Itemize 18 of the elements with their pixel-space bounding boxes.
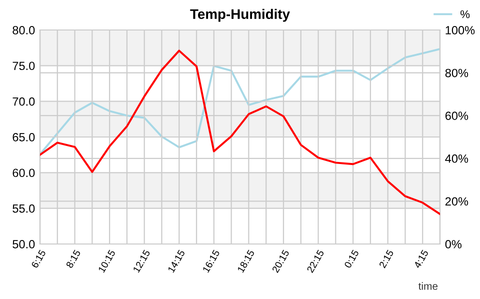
y-tick-label: 80.0 — [12, 26, 35, 34]
y-tick-label: 65.0 — [12, 133, 35, 142]
y-tick-label: 50.0 — [12, 240, 35, 248]
y2-tick-label: 20% — [445, 197, 468, 206]
y2-tick-label: 40% — [445, 154, 468, 163]
line-series — [40, 48, 440, 156]
y-tick-label: 70.0 — [12, 97, 35, 106]
y2-tick-label: 60% — [445, 112, 468, 120]
y2-tick-label: 80% — [445, 68, 468, 78]
y-tick-label: 60.0 — [12, 168, 35, 178]
legend-label: % — [460, 10, 470, 18]
y-tick-label: 75.0 — [12, 62, 35, 70]
y2-tick-label: 0% — [445, 240, 462, 248]
line-series — [40, 50, 440, 216]
chart-title: Temp-Humidity — [190, 8, 290, 22]
y-tick-label: 55.0 — [12, 204, 35, 213]
y2-tick-label: 100% — [446, 26, 475, 34]
x-axis-title: time — [418, 282, 438, 290]
